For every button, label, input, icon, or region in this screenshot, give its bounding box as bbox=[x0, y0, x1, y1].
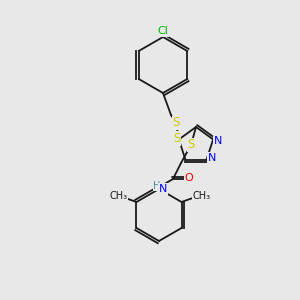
Text: O: O bbox=[184, 173, 194, 183]
Text: H: H bbox=[153, 181, 161, 191]
Text: S: S bbox=[172, 116, 180, 130]
Text: N: N bbox=[214, 136, 222, 146]
Text: Cl: Cl bbox=[158, 26, 168, 36]
Text: N: N bbox=[159, 184, 167, 194]
Text: S: S bbox=[187, 139, 195, 152]
Text: CH₃: CH₃ bbox=[110, 191, 128, 201]
Text: N: N bbox=[207, 153, 216, 163]
Text: CH₃: CH₃ bbox=[193, 191, 211, 201]
Text: S: S bbox=[173, 132, 181, 145]
